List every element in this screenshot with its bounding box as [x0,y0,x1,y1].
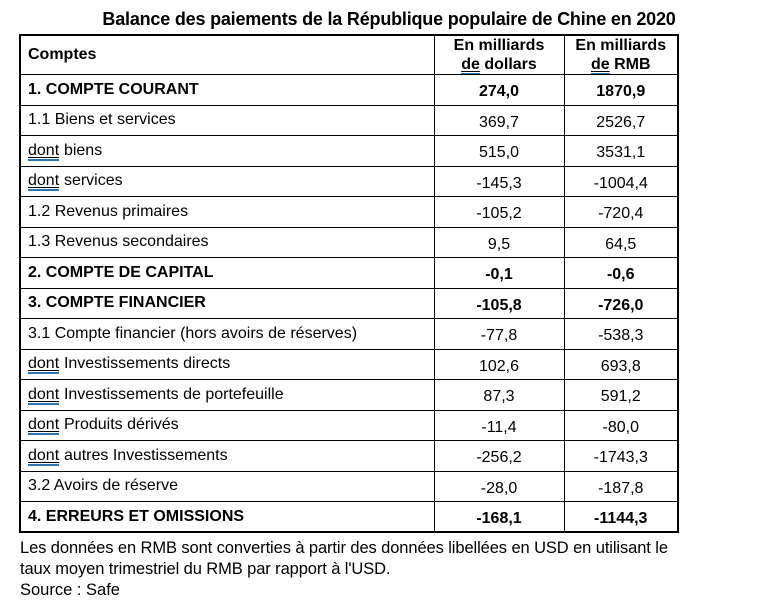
usd-value: 274,0 [433,74,565,106]
header-comptes: Comptes [19,34,435,75]
rmb-value: 591,2 [563,379,679,411]
rmb-value: -726,0 [563,287,679,319]
table-row: 1.2 Revenus primaires -105,2 -720,4 [19,196,679,228]
table-row: dont Investissements directs 102,6 693,8 [19,348,679,380]
table-row: dont Produits dérivés -11,4 -80,0 [19,409,679,441]
usd-value: 369,7 [433,104,565,136]
row-label: Investissements de portefeuille [63,385,284,403]
table-row: 3. COMPTE FINANCIER -105,8 -726,0 [19,287,679,319]
rmb-value: 3531,1 [563,135,679,167]
row-label-cell: 3.1 Compte financier (hors avoirs de rés… [19,318,435,350]
header-usd-rest: dollars [484,56,537,73]
header-rmb: En milliards de RMB [563,34,679,75]
footnote: Les données en RMB sont converties à par… [20,538,778,579]
table-body: 1. COMPTE COURANT 274,0 1870,9 1.1 Biens… [19,74,679,533]
row-label-cell: dont Produits dérivés [19,409,435,441]
usd-value: -0,1 [433,257,565,289]
row-label-cell: 1. COMPTE COURANT [19,74,435,106]
rmb-value: 1870,9 [563,74,679,106]
usd-value: -256,2 [433,440,565,472]
usd-value: 515,0 [433,135,565,167]
row-label-cell: 2. COMPTE DE CAPITAL [19,257,435,289]
table-row: dont Investissements de portefeuille 87,3… [19,379,679,411]
row-label: services [63,172,123,190]
rmb-value: -720,4 [563,196,679,228]
header-usd: En milliards de dollars [433,34,565,75]
rmb-value: -1144,3 [563,501,679,533]
balance-of-payments-table: Comptes En milliards de dollars En milli… [19,34,679,533]
table-row: 1. COMPTE COURANT 274,0 1870,9 [19,74,679,106]
header-usd-de-underlined: de [461,56,480,74]
row-label-cell: 3.2 Avoirs de réserve [19,470,435,502]
footnote-line2: taux moyen trimestriel du RMB par rappor… [20,559,391,578]
row-label-cell: dont biens [19,135,435,167]
table-row: 1.1 Biens et services 369,7 2526,7 [19,104,679,136]
dont-word-underlined: dont [28,141,60,161]
row-label-cell: 1.2 Revenus primaires [19,196,435,228]
usd-value: -11,4 [433,409,565,441]
rmb-value: -0,6 [563,257,679,289]
rmb-value: 64,5 [563,226,679,258]
dont-word-underlined: dont [28,416,60,436]
header-rmb-de-underlined: de [590,56,610,74]
rmb-value: 2526,7 [563,104,679,136]
usd-value: 102,6 [433,348,565,380]
row-label: biens [63,141,103,159]
dont-word-underlined: dont [28,385,60,405]
usd-value: -105,2 [433,196,565,228]
dont-word-underlined: dont [28,172,60,192]
rmb-value: -538,3 [563,318,679,350]
table-row: 3.2 Avoirs de réserve -28,0 -187,8 [19,470,679,502]
usd-value: -77,8 [433,318,565,350]
row-label: autres Investissements [63,446,228,464]
dont-word-underlined: dont [28,355,60,375]
header-usd-line1: En milliards [453,37,545,54]
row-label-cell: 1.3 Revenus secondaires [19,226,435,258]
row-label: Investissements directs [63,355,231,373]
usd-value: 9,5 [433,226,565,258]
row-label-cell: 4. ERREURS ET OMISSIONS [19,501,435,533]
row-label: 3.2 Avoirs de réserve [28,477,179,495]
row-label: 1.2 Revenus primaires [28,202,189,220]
dont-word-underlined: dont [28,446,60,466]
table-title: Balance des paiements de la République p… [102,9,676,29]
table-row: 4. ERREURS ET OMISSIONS -168,1 -1144,3 [19,501,679,533]
table-row: 2. COMPTE DE CAPITAL -0,1 -0,6 [19,257,679,289]
table-row: dont services -145,3 -1004,4 [19,165,679,197]
row-label-cell: dont autres Investissements [19,440,435,472]
row-label-cell: 3. COMPTE FINANCIER [19,287,435,319]
row-label-cell: dont Investissements de portefeuille [19,379,435,411]
row-label: Produits dérivés [63,416,179,434]
rmb-value: 693,8 [563,348,679,380]
rmb-value: -187,8 [563,470,679,502]
rmb-value: -1743,3 [563,440,679,472]
row-label: 1.3 Revenus secondaires [28,233,209,251]
row-label: 1. COMPTE COURANT [28,80,199,98]
header-rmb-rest: RMB [614,56,651,73]
usd-value: -105,8 [433,287,565,319]
row-label-cell: dont services [19,165,435,197]
source-note: Source : Safe [20,581,120,599]
usd-value: 87,3 [433,379,565,411]
rmb-value: -1004,4 [563,165,679,197]
header-rmb-line1: En milliards [575,37,667,54]
table-row: dont autres Investissements -256,2 -1743,… [19,440,679,472]
table-row: 1.3 Revenus secondaires 9,5 64,5 [19,226,679,258]
row-label: 1.1 Biens et services [28,111,176,129]
rmb-value: -80,0 [563,409,679,441]
header-row: Comptes En milliards de dollars En milli… [19,34,679,75]
table-row: dont biens 515,0 3531,1 [19,135,679,167]
usd-value: -168,1 [433,501,565,533]
usd-value: -28,0 [433,470,565,502]
row-label: 3. COMPTE FINANCIER [28,294,206,312]
footnote-line1: Les données en RMB sont converties à par… [20,539,668,557]
table-row: 3.1 Compte financier (hors avoirs de rés… [19,318,679,350]
row-label: 3.1 Compte financier (hors avoirs de rés… [28,324,358,342]
usd-value: -145,3 [433,165,565,197]
row-label-cell: dont Investissements directs [19,348,435,380]
row-label-cell: 1.1 Biens et services [19,104,435,136]
row-label: 4. ERREURS ET OMISSIONS [28,507,245,525]
row-label: 2. COMPTE DE CAPITAL [28,263,214,281]
